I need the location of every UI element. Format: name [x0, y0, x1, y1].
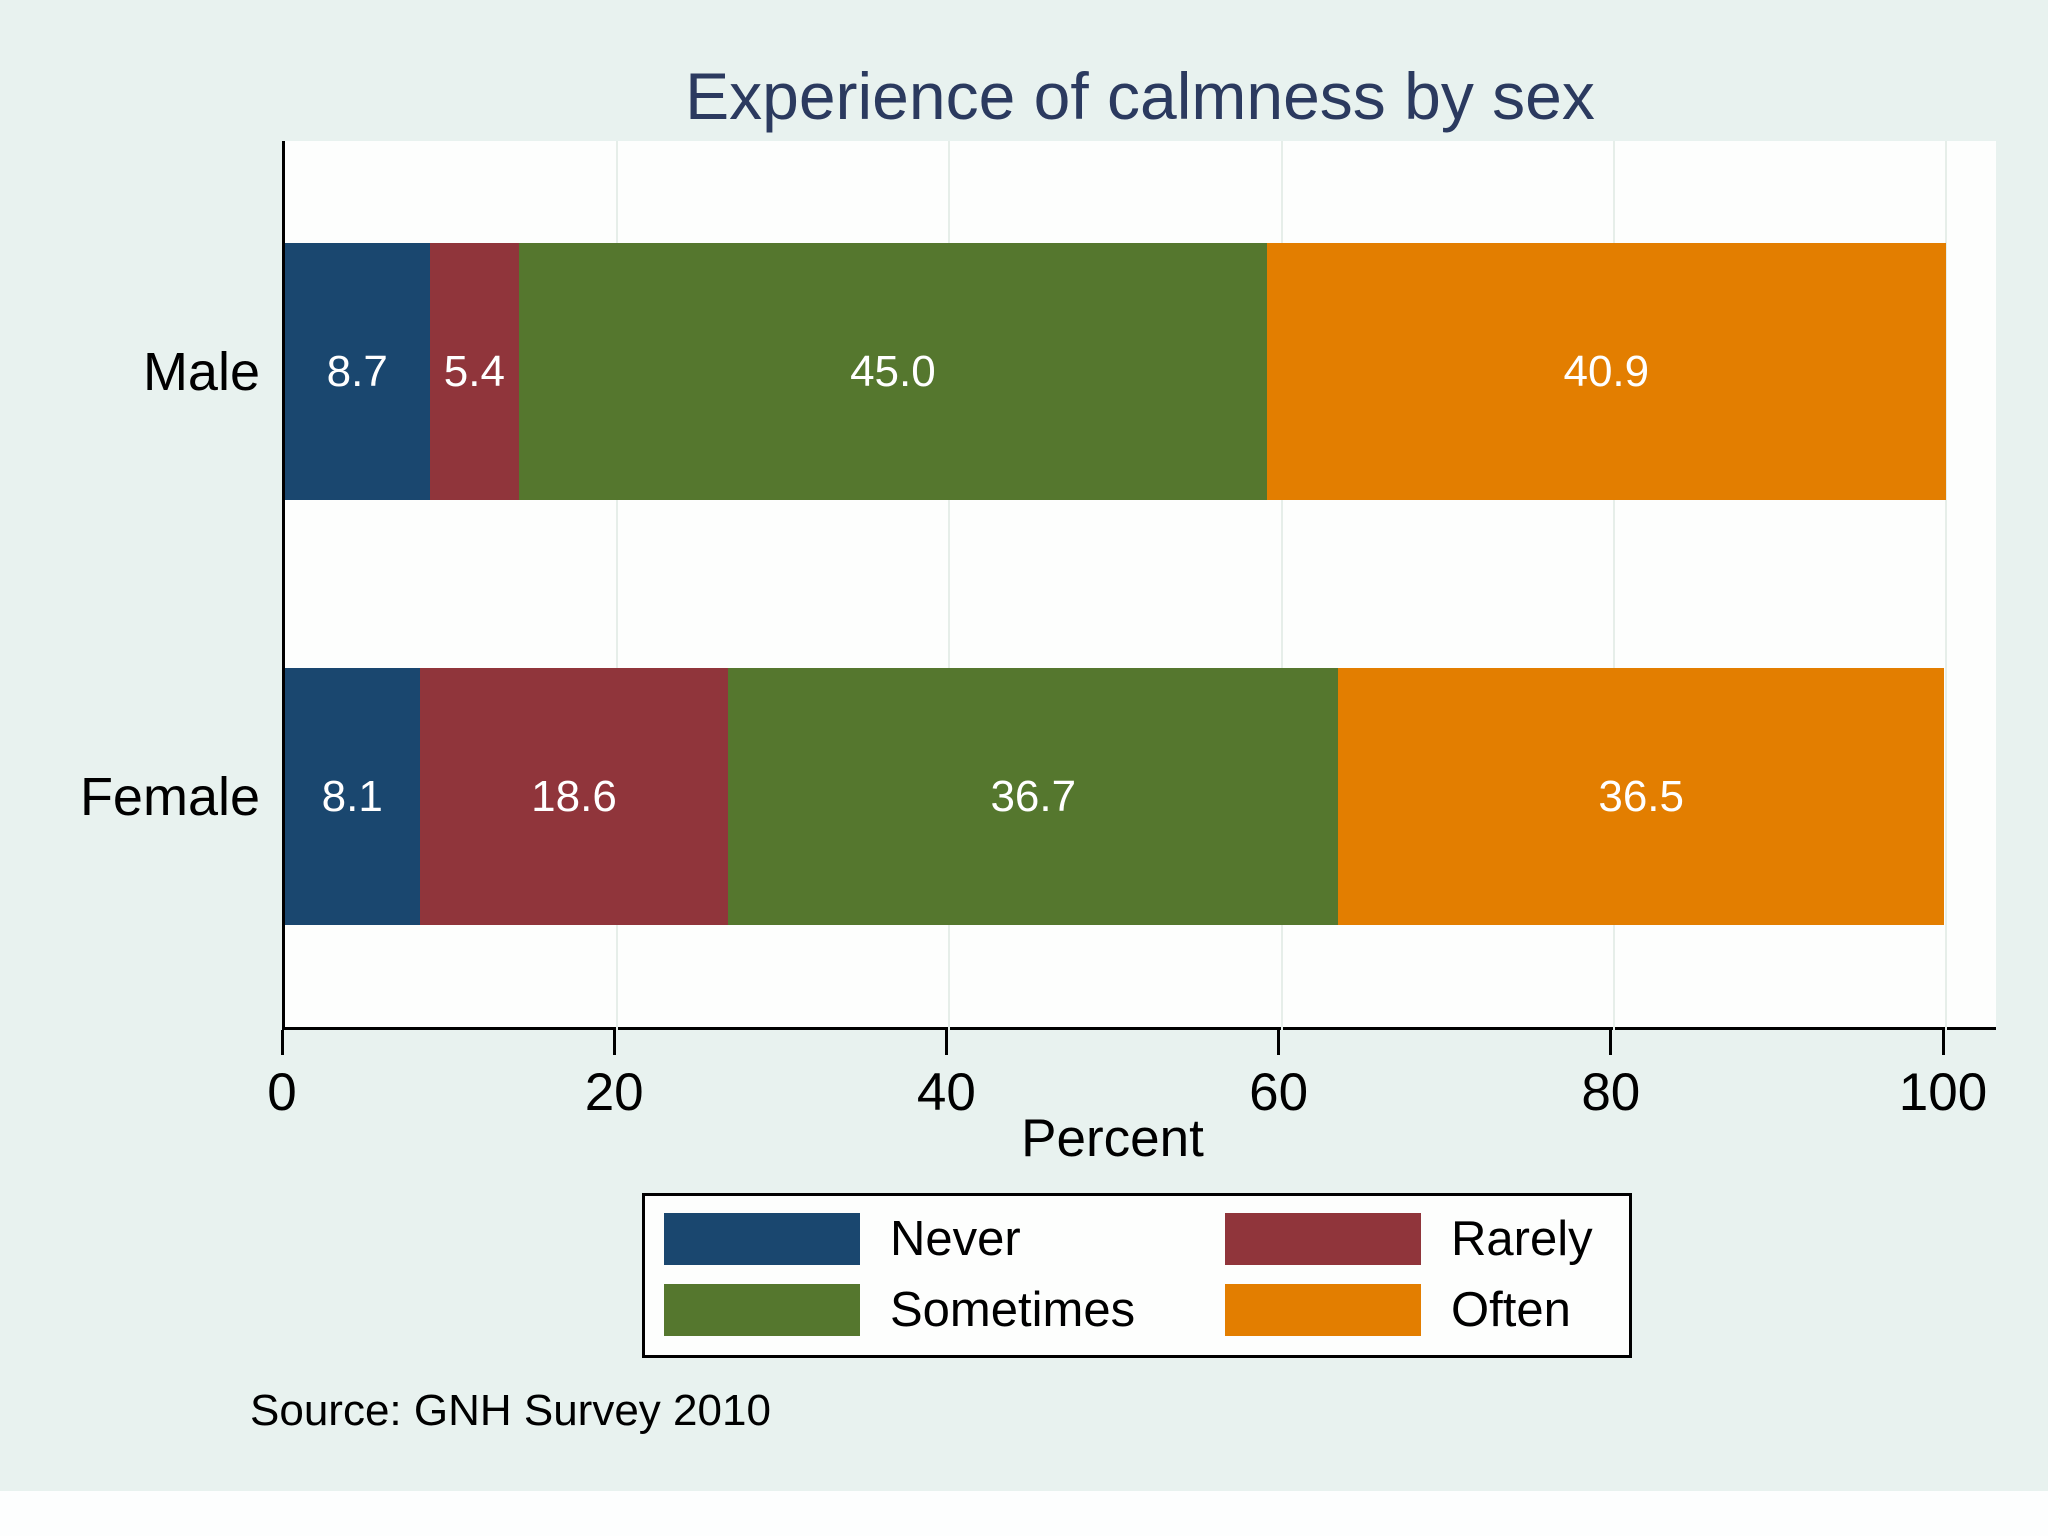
x-tick-label-0: 0 [267, 1063, 297, 1122]
chart-figure: Experience of calmness by sex 8.7 5.4 45.0… [0, 0, 2048, 1491]
bar-segment-female-rarely: 18.6 [419, 668, 729, 925]
source-note: Source: GNH Survey 2010 [250, 1386, 771, 1435]
legend-swatch-sometimes [664, 1284, 860, 1336]
gridline-100 [1945, 141, 1947, 1030]
bar-value-label: 40.9 [1563, 346, 1650, 396]
gridline-20 [616, 141, 619, 1030]
gridline-80 [1612, 141, 1615, 1030]
legend-label-rarely: Rarely [1451, 1212, 1593, 1266]
x-tick-40 [944, 1030, 948, 1055]
x-axis-tick-layer: 0 20 40 60 80 100 [267, 1030, 1996, 1200]
legend-label-often: Often [1451, 1283, 1571, 1337]
plot-area: 8.7 5.4 45.0 40.9 8.1 18.6 36.7 36.5 [282, 141, 1996, 1030]
bar-segment-male-sometimes: 45.0 [519, 243, 1267, 500]
bar-row-female: 8.1 18.6 36.7 36.5 [285, 668, 1946, 925]
bar-value-label: 8.7 [326, 346, 388, 396]
legend-swatch-often [1225, 1284, 1421, 1336]
x-tick-label-40: 40 [916, 1063, 976, 1122]
bar-value-label: 45.0 [850, 346, 936, 396]
bar-segment-male-rarely: 5.4 [429, 243, 520, 500]
x-tick-label-60: 60 [1249, 1063, 1309, 1122]
x-tick-20 [612, 1030, 616, 1055]
gridline-60 [1280, 141, 1283, 1030]
x-tick-60 [1277, 1030, 1281, 1055]
x-tick-label-80: 80 [1581, 1063, 1641, 1122]
legend-label-never: Never [890, 1212, 1021, 1266]
x-tick-label-100: 100 [1898, 1063, 1988, 1122]
legend: Never Rarely Sometimes Often [642, 1193, 1632, 1358]
x-tick-label-20: 20 [584, 1063, 644, 1122]
bar-value-label: 36.7 [990, 771, 1077, 821]
legend-label-sometimes: Sometimes [890, 1283, 1136, 1337]
gridline-40 [948, 141, 951, 1030]
category-label-female: Female [79, 766, 260, 827]
x-tick-100 [1941, 1030, 1945, 1055]
bar-value-label: 36.5 [1598, 771, 1684, 821]
bar-value-label: 18.6 [531, 771, 617, 821]
bottom-strip [0, 1491, 2048, 1536]
legend-swatch-rarely [1225, 1213, 1421, 1265]
x-tick-80 [1609, 1030, 1613, 1055]
x-axis-title: Percent [1021, 1109, 1204, 1168]
bar-value-label: 8.1 [321, 771, 383, 821]
bar-segment-female-never: 8.1 [285, 668, 420, 925]
bar-row-male: 8.7 5.4 45.0 40.9 [285, 243, 1946, 500]
chart-title: Experience of calmness by sex [685, 59, 1595, 133]
bar-segment-female-often: 36.5 [1338, 668, 1945, 925]
bar-segment-male-never: 8.7 [285, 243, 430, 500]
bar-segment-male-often: 40.9 [1266, 243, 1946, 500]
legend-swatch-never [664, 1213, 860, 1265]
x-tick-0 [280, 1030, 284, 1055]
bar-segment-female-sometimes: 36.7 [728, 668, 1339, 925]
category-label-male: Male [142, 341, 260, 402]
bar-value-label: 5.4 [443, 346, 505, 396]
